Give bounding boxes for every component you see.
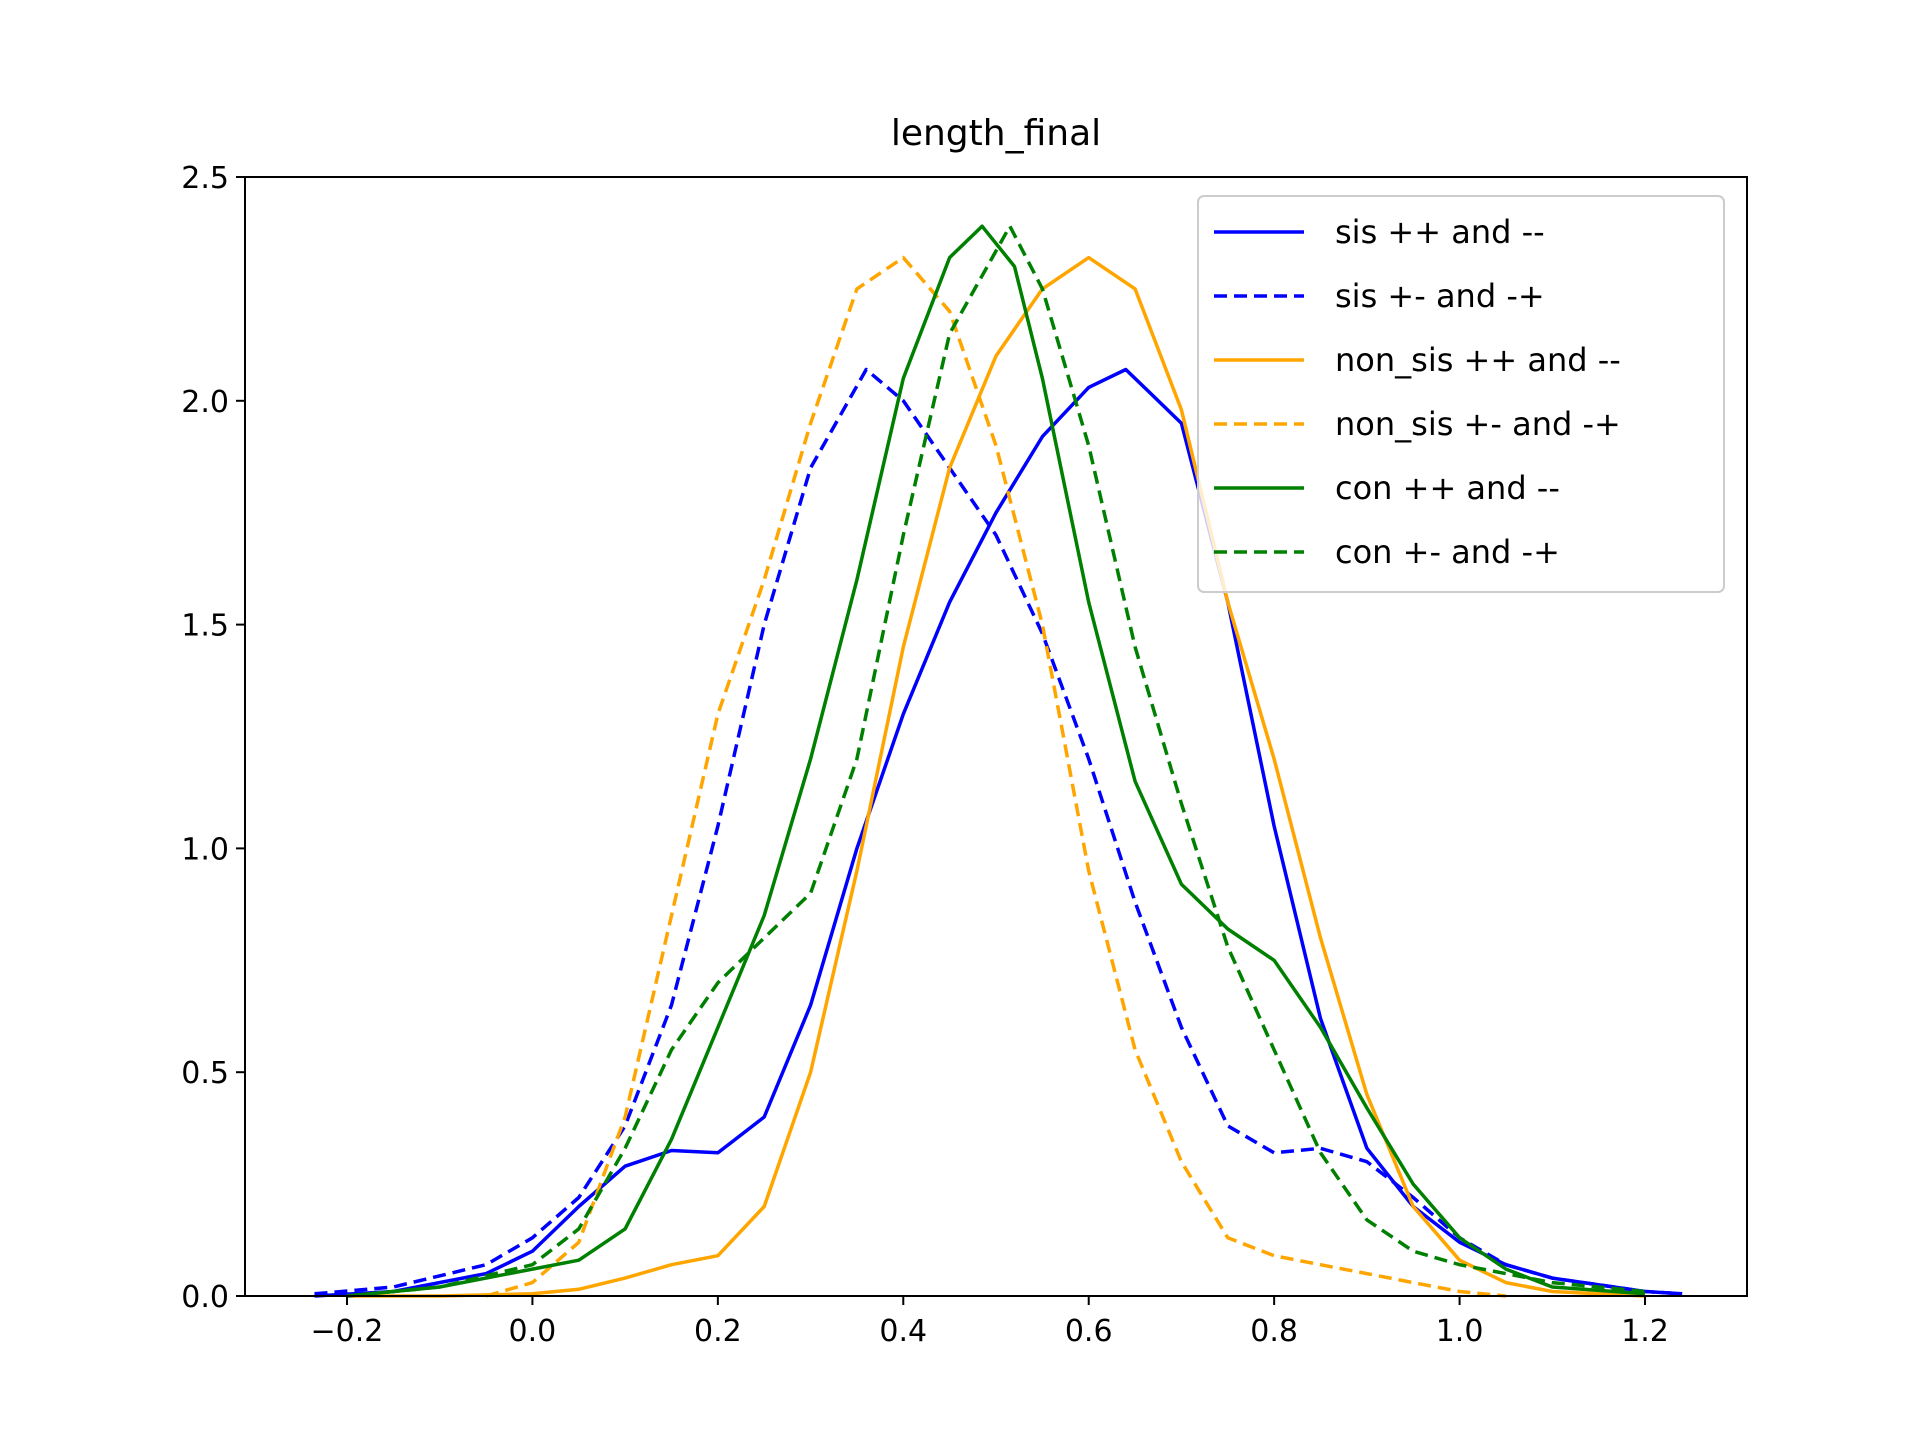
series-line-sis-pp-and-mm [314, 367, 1683, 1298]
series-line-non-sis-pp-and-mm [347, 255, 1646, 1298]
series-line-con-pp-and-mm [346, 224, 1646, 1298]
series-line-non-sis-pm-and-mp [485, 255, 1507, 1298]
x-tick-label: 0.8 [1250, 1314, 1298, 1349]
legend-label: sis ++ and -- [1335, 213, 1545, 251]
series-line-sis-pm-and-mp [314, 367, 1683, 1296]
y-tick-label: 2.0 [181, 385, 229, 420]
series-line-con-pm-and-mp [346, 224, 1646, 1298]
legend-label: con +- and -+ [1335, 533, 1560, 571]
x-tick-label: 1.0 [1436, 1314, 1484, 1349]
plot-lines [314, 224, 1683, 1298]
legend-label: con ++ and -- [1335, 469, 1560, 507]
legend-box [1197, 195, 1725, 593]
legend-label: non_sis ++ and -- [1335, 341, 1621, 379]
y-tick-label: 0.0 [181, 1280, 229, 1315]
legend: sis ++ and -- sis +- and -+ non_sis ++ and… [1197, 195, 1725, 593]
legend-label: non_sis +- and -+ [1335, 405, 1621, 443]
x-tick-label: 0.6 [1065, 1314, 1113, 1349]
legend-label: sis +- and -+ [1335, 277, 1545, 315]
y-axis: 0.0 0.5 1.0 1.5 2.0 2.5 [181, 161, 245, 1315]
chart-title: length_final [891, 113, 1101, 154]
x-tick-label: −0.2 [311, 1314, 384, 1349]
y-tick-label: 1.0 [181, 832, 229, 867]
y-tick-label: 0.5 [181, 1056, 229, 1091]
y-tick-label: 2.5 [181, 161, 229, 196]
x-tick-label: 1.2 [1621, 1314, 1669, 1349]
y-tick-label: 1.5 [181, 609, 229, 644]
x-tick-label: 0.2 [694, 1314, 742, 1349]
x-tick-label: 0.4 [879, 1314, 927, 1349]
x-axis: −0.2 0.0 0.2 0.4 0.6 0.8 1.0 1.2 [311, 1296, 1669, 1349]
x-tick-label: 0.0 [509, 1314, 557, 1349]
axes-frame [244, 176, 1748, 1297]
